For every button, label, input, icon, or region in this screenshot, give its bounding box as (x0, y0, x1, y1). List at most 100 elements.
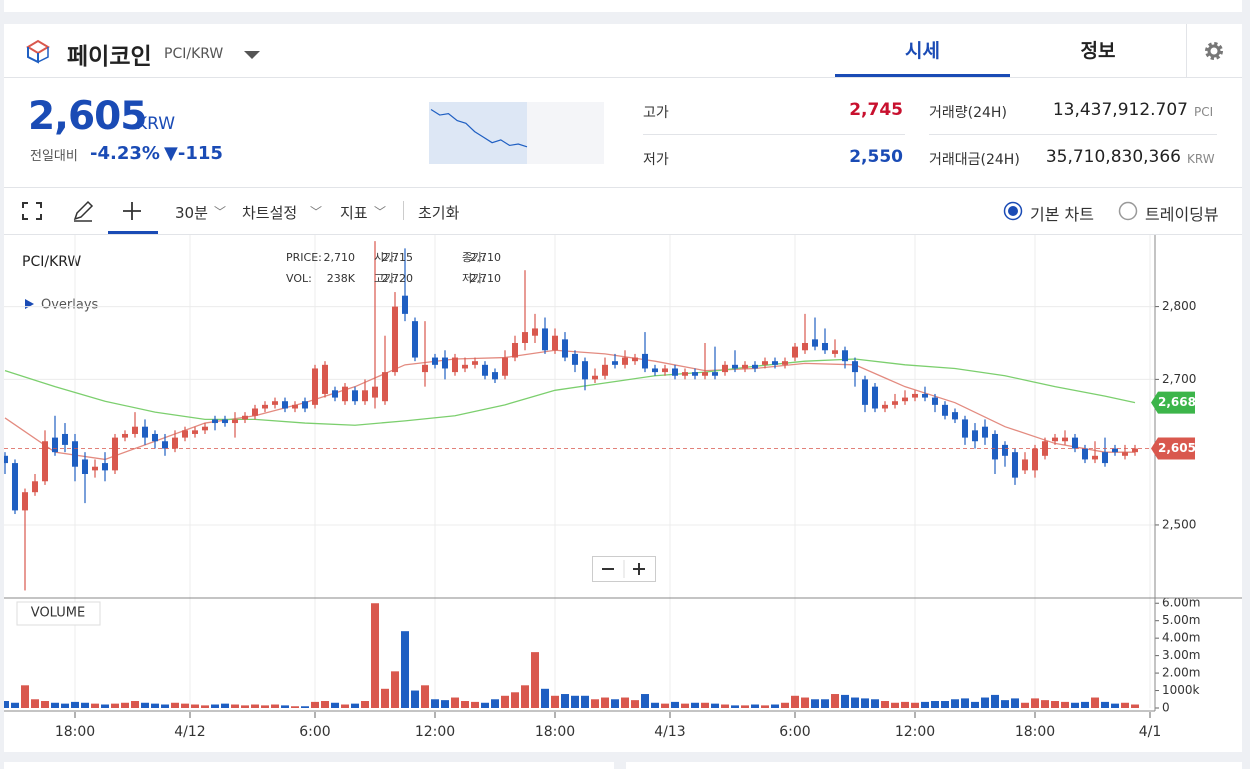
volume-bar (711, 703, 719, 708)
candle-body (512, 342, 518, 358)
dropdown-arrow[interactable] (243, 50, 261, 60)
candle-body (792, 346, 798, 358)
bottom-card (4, 762, 614, 769)
tab-active[interactable]: 시세 (905, 40, 940, 62)
volume-bar (471, 701, 479, 708)
radio-off[interactable] (1118, 201, 1138, 221)
candle-body (1062, 437, 1068, 442)
volume-bar (751, 704, 759, 708)
candle-body (572, 353, 578, 365)
volume-bar (1011, 698, 1019, 708)
volume-bar (641, 694, 649, 708)
volume-bar (1101, 701, 1109, 708)
fullscreen-icon[interactable] (22, 202, 42, 220)
candle-body (892, 401, 898, 405)
stat-label: 거래대금(24H) (929, 152, 1020, 168)
price-tag (1151, 437, 1195, 460)
candle-body (372, 386, 378, 398)
volume-bar (411, 690, 419, 708)
toolbar-item[interactable]: 초기화 (418, 204, 460, 222)
candle-body (1022, 459, 1028, 471)
draw-icon[interactable] (72, 200, 94, 222)
candle-body (862, 379, 868, 405)
candle-body (602, 364, 608, 376)
volume-bar (21, 685, 29, 708)
candle-body (502, 357, 508, 376)
volume-bar (731, 705, 739, 708)
toolbar-item[interactable]: 30분 (175, 204, 208, 222)
candle-body (932, 397, 938, 405)
radio-label[interactable]: 트레이딩뷰 (1145, 205, 1219, 224)
volume-bar (241, 705, 249, 708)
radio-label[interactable]: 기본 차트 (1030, 205, 1094, 224)
stat-label: 저가 (643, 152, 669, 168)
volume-bar (761, 705, 769, 708)
candle-body (52, 437, 58, 453)
candle-body (532, 328, 538, 336)
candle-body (22, 492, 28, 511)
candle-body (292, 404, 298, 409)
info-value: 2,720 (382, 272, 414, 285)
volume-bar (191, 704, 199, 708)
info-value: 238K (327, 272, 356, 285)
candle-body (902, 397, 908, 402)
y-tick-label: 2,500 (1162, 517, 1196, 531)
volume-bar (51, 702, 59, 708)
divider (643, 134, 905, 135)
volume-bar (371, 603, 379, 708)
volume-tick-label: 3.00m (1162, 648, 1200, 662)
volume-bar (561, 694, 569, 708)
x-tick-label: 18:00 (535, 724, 575, 740)
overlay-arrow[interactable] (25, 299, 34, 309)
info-label: 저가: (462, 272, 486, 285)
info-label: PRICE: (286, 251, 322, 264)
candle-body (832, 350, 838, 354)
stat-value: 2,745 (849, 100, 903, 120)
toolbar-item[interactable]: 지표 (340, 204, 368, 222)
volume-bar (691, 702, 699, 708)
crosshair-icon[interactable] (122, 201, 142, 221)
candle-body (542, 328, 548, 351)
candle-body (312, 368, 318, 405)
volume-bar (341, 704, 349, 708)
candle-body (172, 437, 178, 449)
candle-body (352, 390, 358, 402)
candle-body (612, 361, 618, 365)
volume-bar (201, 705, 209, 708)
volume-bar (741, 705, 749, 708)
x-tick-label: 6:00 (779, 724, 810, 740)
overlays-label[interactable]: Overlays (41, 298, 99, 313)
candle-body (852, 361, 858, 373)
volume-bar (841, 694, 849, 708)
volume-bar (271, 704, 279, 708)
x-tick-label: 12:00 (895, 724, 935, 740)
candle-body (1052, 437, 1058, 442)
y-tick-label: 2,800 (1162, 299, 1196, 313)
volume-bar (111, 703, 119, 708)
toolbar-item[interactable]: 차트설정 (242, 204, 298, 222)
candle-body (402, 295, 408, 314)
volume-bar (831, 694, 839, 708)
zoom-buttons[interactable] (593, 557, 655, 581)
radio-on[interactable] (1003, 201, 1023, 221)
x-tick-label: 4/12 (174, 724, 205, 740)
candle-body (4, 455, 8, 464)
candle-body (812, 339, 818, 347)
settings-icon[interactable] (1203, 40, 1225, 62)
volume-bar (391, 671, 399, 708)
volume-bar (721, 704, 729, 708)
tab[interactable]: 정보 (1080, 40, 1116, 62)
volume-bar (181, 703, 189, 708)
volume-bar (1051, 701, 1059, 708)
volume-bar (681, 703, 689, 708)
candle-body (472, 361, 478, 365)
candle-body (32, 481, 38, 493)
candle-body (62, 433, 68, 445)
volume-bar (161, 704, 169, 708)
volume-bar (121, 702, 129, 708)
divider (929, 134, 1217, 135)
candle-body (92, 466, 98, 471)
volume-bar (871, 699, 879, 708)
info-label: 시가: (374, 251, 398, 264)
candle-body (452, 357, 458, 373)
